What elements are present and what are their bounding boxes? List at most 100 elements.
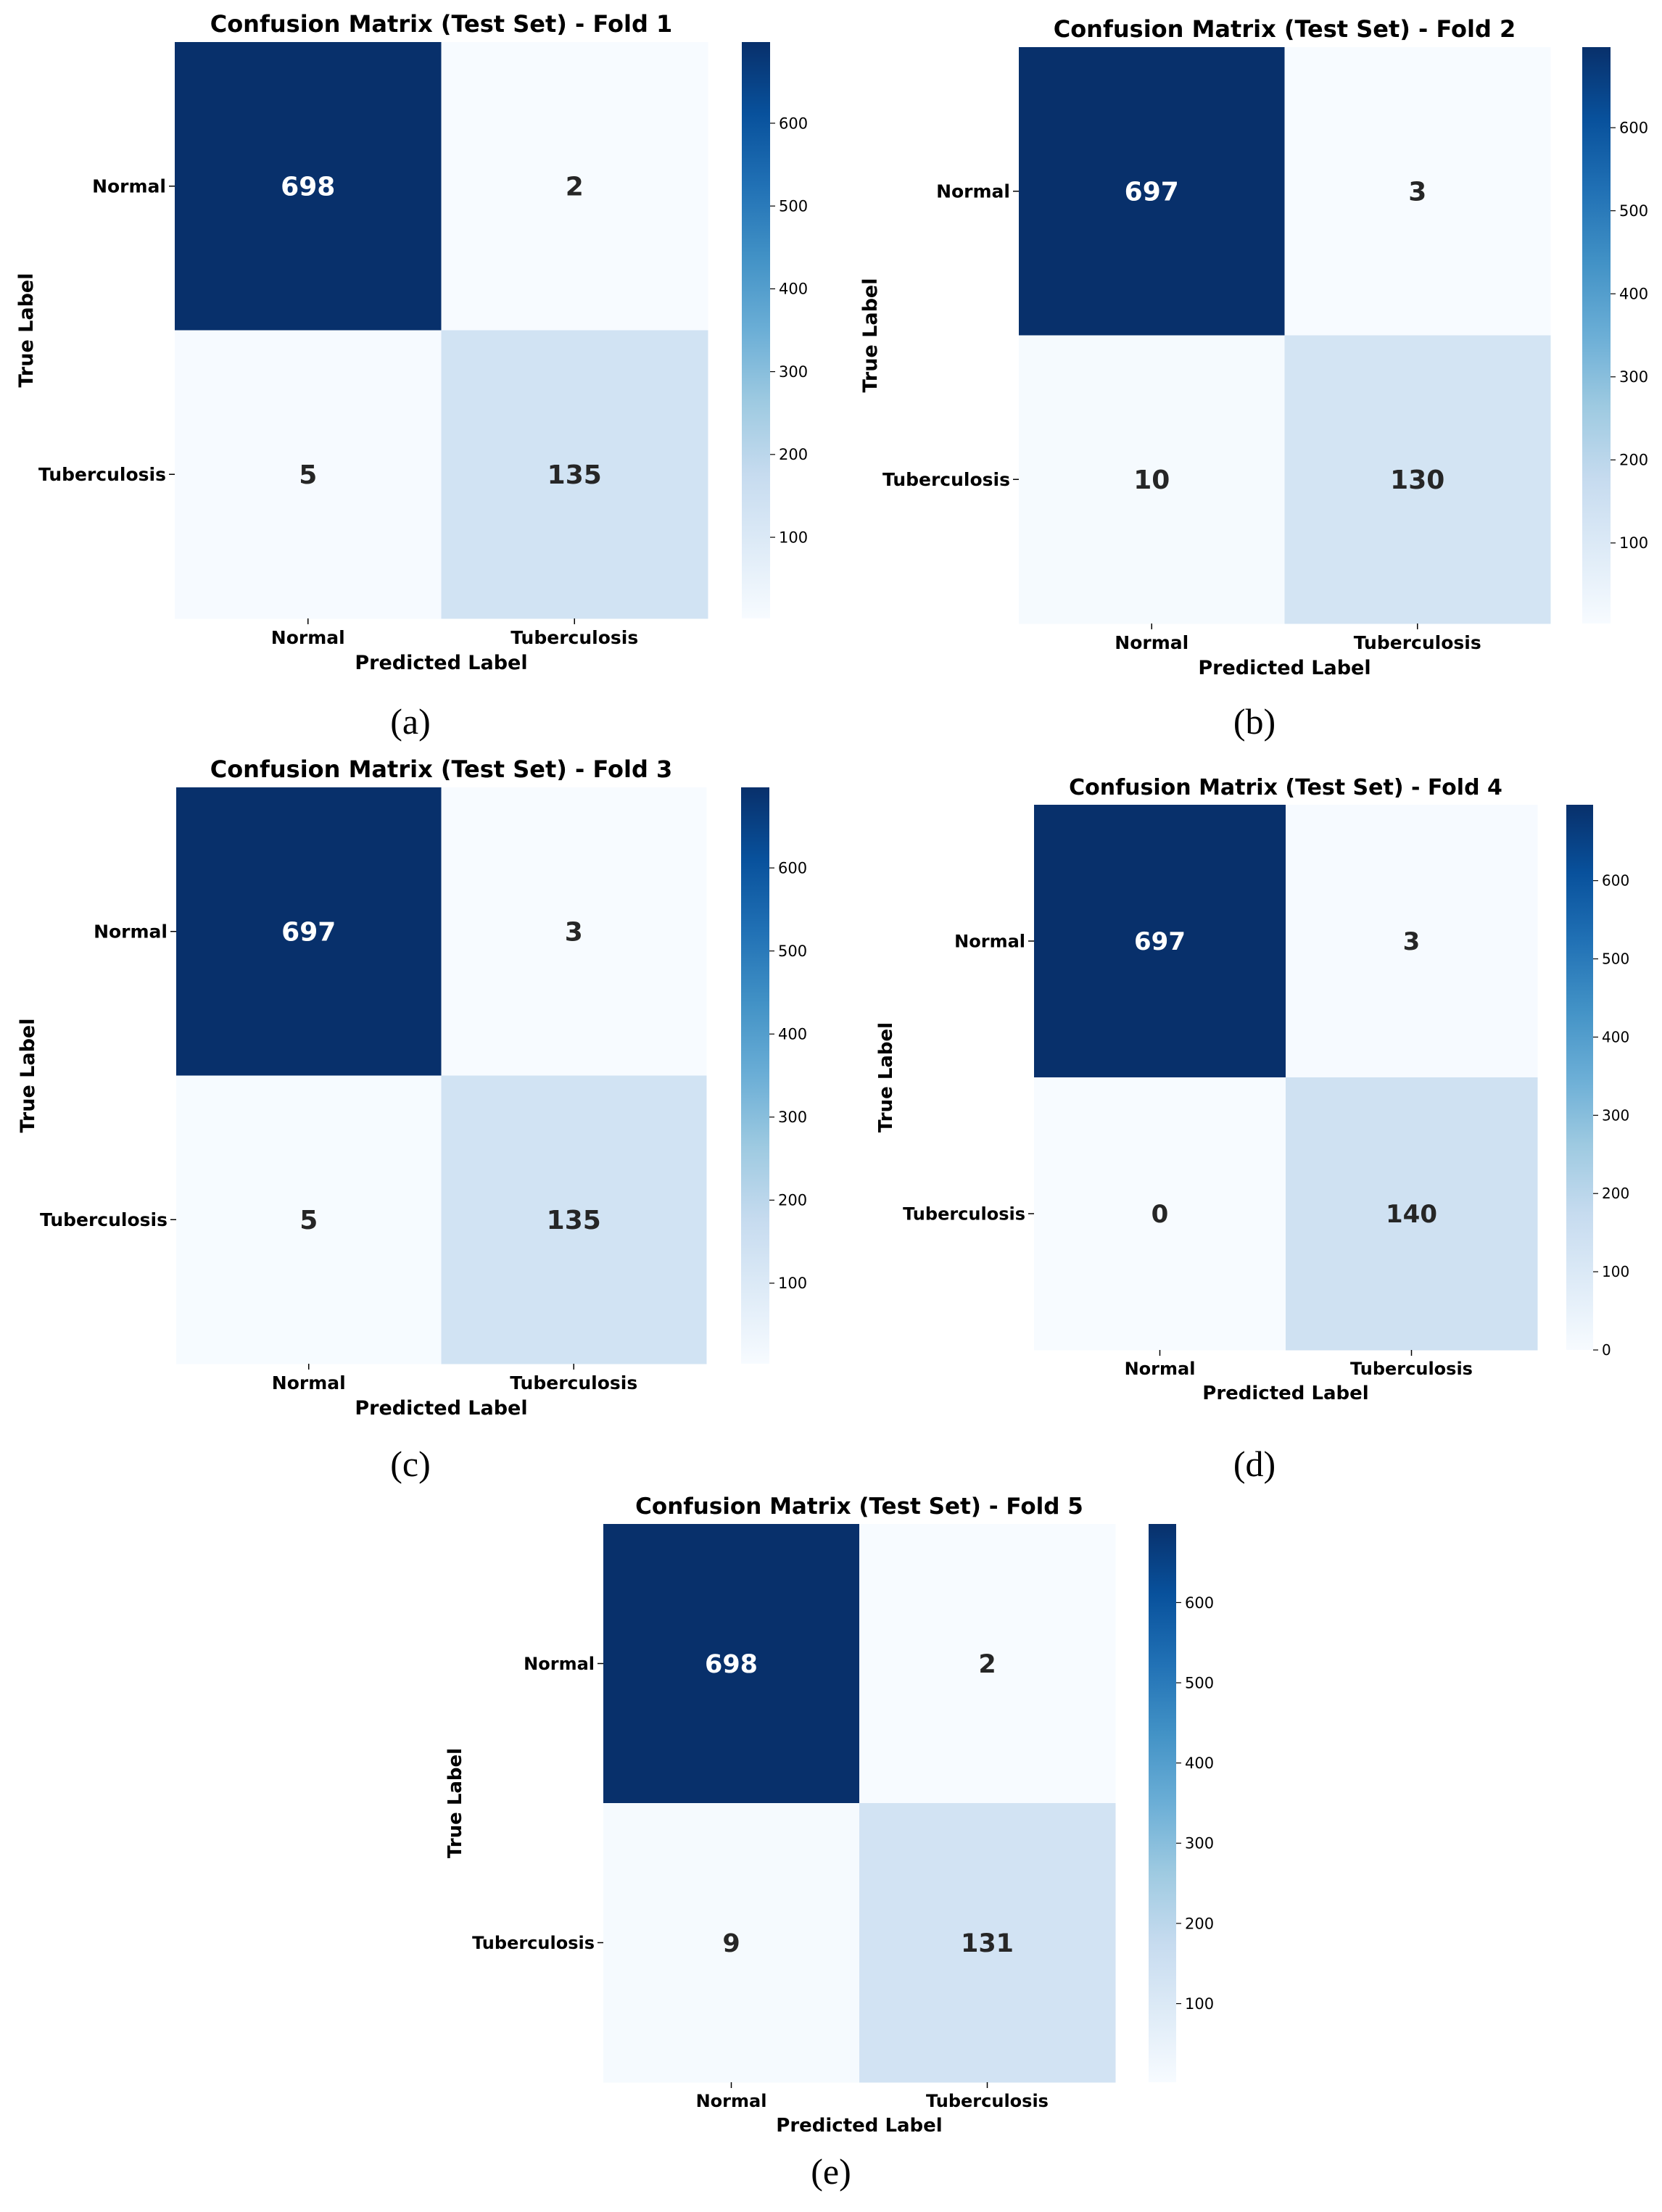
cell-value-r1-c1: 130 (1390, 465, 1444, 495)
heatmap-fold-2: Confusion Matrix (Test Set) - Fold 2 697 3… (859, 15, 1648, 679)
heatmap-fold-4: Confusion Matrix (Test Set) - Fold 4 697 3… (875, 775, 1629, 1404)
y-tick-label: Tuberculosis (882, 469, 1010, 490)
chart-title: Confusion Matrix (Test Set) - Fold 3 (210, 755, 673, 783)
y-tick-label: Normal (954, 931, 1025, 951)
colorbar-tick-label: 400 (778, 1026, 807, 1043)
heatmap-cell-r0-c1 (441, 42, 708, 331)
y-tick-label: Tuberculosis (472, 1933, 595, 1953)
chart-title: Confusion Matrix (Test Set) - Fold 4 (1069, 775, 1502, 800)
x-tick-label: Normal (1115, 632, 1188, 653)
heatmap-cell-r1-c0 (603, 1803, 860, 2083)
x-tick-label: Tuberculosis (510, 627, 638, 648)
x-tick-label: Tuberculosis (1354, 632, 1481, 653)
colorbar-tick-label: 600 (779, 115, 808, 132)
colorbar-tick-label: 100 (1619, 534, 1648, 552)
colorbar-tick-label: 100 (779, 529, 808, 546)
cell-value-r0-c0: 697 (281, 918, 336, 948)
x-axis-label: Predicted Label (1202, 1383, 1368, 1404)
colorbar-tick-label: 600 (1185, 1594, 1214, 1612)
y-axis-label: True Label (17, 1018, 39, 1132)
colorbar-tick-label: 200 (1602, 1185, 1629, 1202)
colorbar (741, 787, 769, 1364)
y-axis-label: True Label (859, 278, 882, 392)
colorbar-tick-label: 600 (1619, 119, 1648, 136)
chart-title: Confusion Matrix (Test Set) - Fold 2 (1054, 15, 1516, 43)
heatmap-cell-r1-c1 (441, 1075, 707, 1364)
colorbar-tick-label: 500 (1185, 1674, 1214, 1691)
cell-value-r0-c0: 698 (281, 173, 335, 202)
heatmap-cell-r0-c0 (1019, 47, 1285, 336)
cell-value-r1-c0: 5 (299, 1206, 318, 1235)
y-tick-label: Normal (936, 181, 1010, 202)
colorbar-tick-label: 500 (1602, 950, 1629, 968)
heatmap-cell-r1-c1 (859, 1803, 1116, 2083)
heatmap-fold-3: Confusion Matrix (Test Set) - Fold 3 697 3… (17, 755, 807, 1420)
colorbar-tick-label: 200 (1185, 1915, 1214, 1932)
confusion-matrix-fold-5: Confusion Matrix (Test Set) - Fold 5 698 2… (421, 1486, 1363, 2175)
x-tick-label: Tuberculosis (926, 2091, 1049, 2111)
cell-value-r0-c0: 697 (1134, 927, 1186, 956)
heatmap-cell-r0-c0 (1034, 805, 1286, 1078)
colorbar-tick-label: 300 (1602, 1106, 1629, 1124)
y-axis-label: True Label (445, 1748, 466, 1858)
cell-value-r1-c1: 135 (547, 1206, 601, 1235)
x-tick-label: Normal (696, 2091, 767, 2111)
x-tick-label: Normal (271, 627, 345, 648)
y-tick-label: Tuberculosis (38, 464, 166, 485)
colorbar (742, 42, 770, 618)
confusion-matrix-fold-4: Confusion Matrix (Test Set) - Fold 4 697 3… (841, 747, 1662, 1472)
colorbar-tick-label: 400 (1619, 286, 1648, 303)
cell-value-r0-c1: 3 (565, 918, 583, 948)
heatmap-cell-r1-c1 (1284, 335, 1551, 624)
cell-value-r0-c1: 2 (566, 173, 584, 202)
heatmap-cell-r1-c0 (1034, 1077, 1286, 1351)
colorbar-tick-label: 200 (1619, 452, 1648, 469)
cell-value-r1-c0: 0 (1152, 1200, 1169, 1229)
heatmap-cell-r0-c1 (1284, 47, 1551, 336)
x-tick-label: Tuberculosis (1350, 1359, 1473, 1379)
cell-value-r0-c0: 698 (705, 1650, 758, 1679)
chart-title: Confusion Matrix (Test Set) - Fold 1 (210, 10, 673, 38)
caption-b: (b) (1233, 701, 1276, 742)
caption-e: (e) (811, 2151, 851, 2192)
colorbar-tick-label: 300 (1619, 368, 1648, 386)
caption-c: (c) (390, 1443, 431, 1484)
heatmap-cell-r1-c1 (441, 330, 708, 619)
x-tick-label: Normal (272, 1372, 346, 1393)
cell-value-r1-c0: 10 (1133, 465, 1170, 495)
heatmap-cell-r0-c0 (175, 42, 442, 331)
confusion-matrix-fold-3: Confusion Matrix (Test Set) - Fold 3 697 3… (0, 747, 831, 1472)
colorbar-tick-label: 0 (1602, 1341, 1611, 1359)
y-tick-label: Normal (92, 176, 166, 197)
colorbar-tick-label: 500 (1619, 202, 1648, 220)
heatmap-cell-r1-c0 (1019, 335, 1285, 624)
cell-value-r0-c1: 2 (978, 1650, 996, 1679)
x-tick-label: Tuberculosis (510, 1372, 637, 1393)
colorbar-tick-label: 600 (1602, 872, 1629, 890)
x-axis-label: Predicted Label (1198, 657, 1370, 679)
colorbar-tick-label: 200 (778, 1192, 807, 1209)
chart-title: Confusion Matrix (Test Set) - Fold 5 (635, 1494, 1083, 1520)
heatmap-cell-r0-c1 (859, 1524, 1116, 1804)
cell-value-r1-c1: 135 (547, 460, 602, 490)
colorbar-tick-label: 100 (778, 1275, 807, 1292)
x-axis-label: Predicted Label (355, 652, 527, 674)
cell-value-r0-c1: 3 (1408, 178, 1426, 207)
caption-d: (d) (1233, 1443, 1276, 1484)
heatmap-cell-r0-c0 (176, 787, 442, 1076)
colorbar (1149, 1524, 1176, 2082)
colorbar-tick-label: 500 (778, 943, 807, 960)
cell-value-r0-c1: 3 (1403, 927, 1421, 956)
colorbar-tick-label: 300 (1185, 1835, 1214, 1852)
confusion-matrix-fold-2: Confusion Matrix (Test Set) - Fold 2 697 3… (841, 0, 1662, 725)
y-axis-label: True Label (875, 1022, 897, 1132)
y-tick-label: Tuberculosis (903, 1204, 1025, 1224)
colorbar-tick-label: 100 (1185, 1995, 1214, 2013)
heatmap-fold-5: Confusion Matrix (Test Set) - Fold 5 698 2… (445, 1494, 1214, 2137)
x-axis-label: Predicted Label (355, 1397, 527, 1420)
y-tick-label: Normal (94, 921, 168, 943)
colorbar-tick-label: 400 (779, 281, 808, 298)
heatmap-fold-1: Confusion Matrix (Test Set) - Fold 1 698 2… (15, 10, 808, 674)
colorbar-tick-label: 500 (779, 198, 808, 215)
x-tick-label: Normal (1125, 1359, 1196, 1379)
